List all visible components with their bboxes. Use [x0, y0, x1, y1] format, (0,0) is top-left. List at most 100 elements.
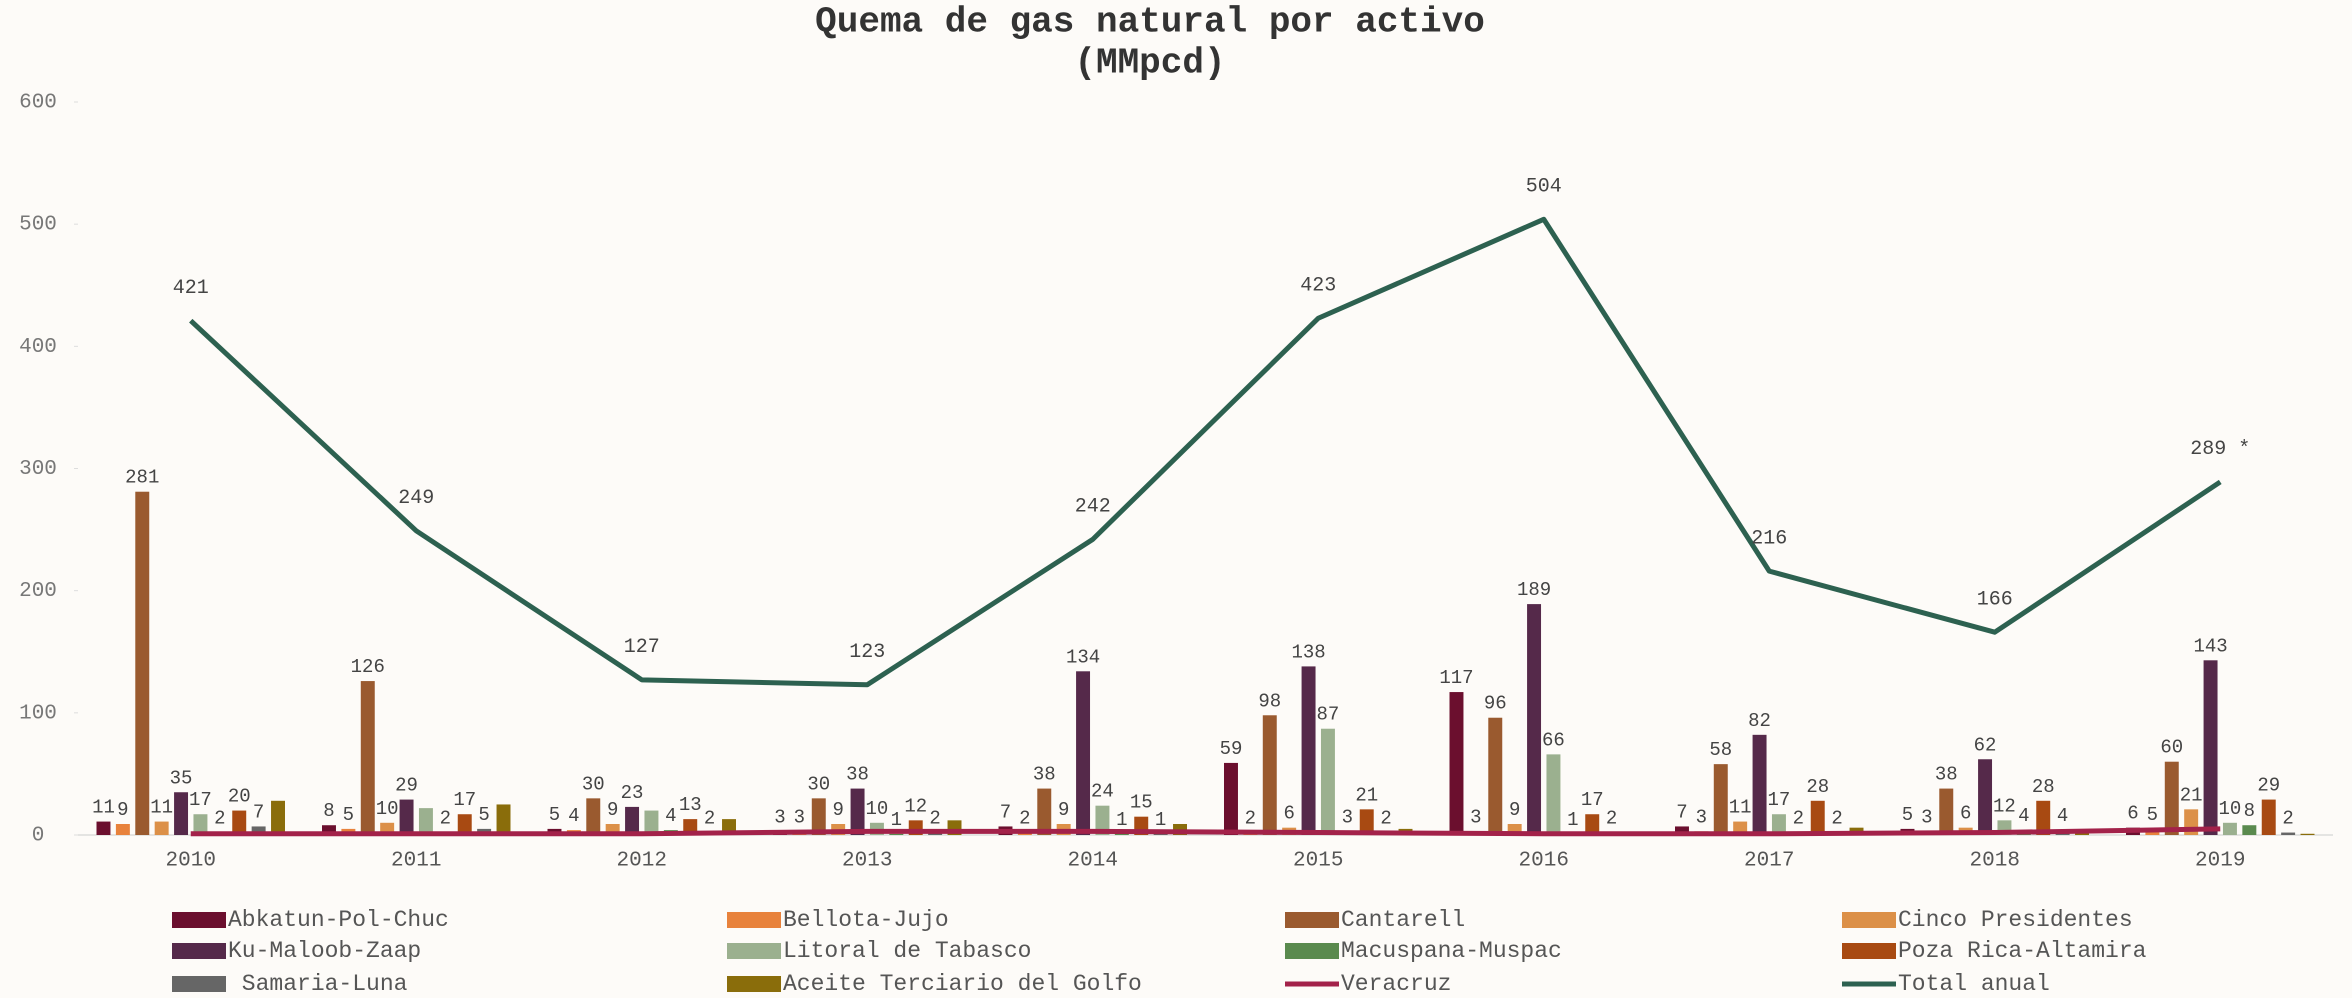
data-label: 24: [1091, 781, 1114, 803]
legend-label: Bellota-Jujo: [783, 907, 949, 933]
data-label: 10: [376, 798, 399, 820]
data-label: 66: [1542, 729, 1565, 751]
bar: [1321, 729, 1335, 835]
data-label: 12: [904, 795, 927, 817]
bar: [1076, 671, 1090, 835]
legend-label: Cantarell: [1341, 907, 1465, 933]
data-label: 4: [2057, 805, 2068, 827]
data-label: 38: [1935, 764, 1958, 786]
legend-swatch: [172, 943, 226, 959]
y-tick-label: 400: [19, 336, 57, 359]
data-label: 23: [621, 782, 644, 804]
bar: [2301, 834, 2315, 835]
legend-label: Cinco Presidentes: [1898, 907, 2133, 933]
y-tick-label: 100: [19, 702, 57, 725]
bar: [1263, 715, 1277, 835]
data-label: 96: [1484, 693, 1507, 715]
data-label: 3: [794, 806, 805, 828]
data-label: 35: [170, 767, 193, 789]
data-label: 281: [125, 467, 159, 489]
data-label: 7: [1676, 801, 1687, 823]
bar: [1302, 666, 1316, 835]
data-label: 189: [1517, 579, 1551, 601]
data-label: 7: [253, 801, 264, 823]
data-label: 143: [2193, 635, 2227, 657]
data-label: 4: [2018, 805, 2029, 827]
data-label: 3: [774, 806, 785, 828]
legend-label: Macuspana-Muspac: [1341, 938, 1562, 964]
y-tick-label: 200: [19, 580, 57, 603]
y-tick-label: 500: [19, 214, 57, 237]
bar: [135, 492, 149, 835]
data-label: 5: [1902, 804, 1913, 826]
legend-swatch: [727, 943, 781, 959]
data-label: 4: [665, 805, 676, 827]
bar: [851, 789, 865, 835]
bar: [586, 798, 600, 835]
legend-label: Abkatun-Pol-Chuc: [228, 907, 449, 933]
bar: [1978, 759, 1992, 835]
data-label: 138: [1291, 641, 1325, 663]
data-label: 3: [1921, 806, 1932, 828]
data-label: 6: [1960, 803, 1971, 825]
legend-swatch: [727, 912, 781, 928]
data-label: 134: [1066, 646, 1100, 668]
data-label: 30: [807, 773, 830, 795]
data-label: 4: [568, 805, 579, 827]
data-label: 423: [1300, 275, 1336, 298]
bar: [2242, 825, 2256, 835]
x-tick-label: 2010: [166, 850, 216, 873]
data-label: 3: [1342, 806, 1353, 828]
data-label: 8: [323, 800, 334, 822]
data-label: 9: [607, 799, 618, 821]
data-label: 3: [1470, 806, 1481, 828]
data-label: 1: [1116, 809, 1127, 831]
data-label: 12: [1993, 795, 2016, 817]
bar: [1224, 763, 1238, 835]
legend-swatch: [172, 976, 226, 992]
y-tick-label: 300: [19, 458, 57, 481]
bar: [1037, 789, 1051, 835]
bar: [1811, 801, 1825, 835]
data-label: 17: [1768, 789, 1791, 811]
data-label: 421: [173, 277, 209, 300]
bar: [2165, 762, 2179, 835]
data-label: 2: [704, 808, 715, 830]
x-tick-label: 2018: [1970, 850, 2020, 873]
x-tick-label: 2019: [2195, 850, 2245, 873]
data-label: 117: [1439, 667, 1473, 689]
data-label: 9: [832, 799, 843, 821]
data-label: 216: [1751, 527, 1787, 550]
data-label: 5: [2147, 804, 2158, 826]
data-label: 82: [1748, 710, 1771, 732]
data-label: 166: [1977, 588, 2013, 611]
x-tick-label: 2016: [1519, 850, 1569, 873]
data-label: 504: [1526, 176, 1562, 199]
data-label: 29: [395, 775, 418, 797]
legend-swatch: [1842, 943, 1896, 959]
data-label: 242: [1075, 496, 1111, 519]
bar: [97, 822, 111, 835]
data-label: 98: [1258, 690, 1281, 712]
data-label: 2: [2282, 808, 2293, 830]
x-tick-label: 2013: [842, 850, 892, 873]
data-label: 87: [1317, 704, 1340, 726]
data-label: 20: [228, 786, 251, 808]
data-label: 127: [624, 636, 660, 659]
bar: [1714, 764, 1728, 835]
data-label: 38: [1033, 764, 1056, 786]
data-label: 2: [1606, 808, 1617, 830]
data-label: 9: [117, 799, 128, 821]
chart-title: Quema de gas natural por activo: [815, 2, 1485, 43]
bar: [271, 801, 285, 835]
data-label: 29: [2257, 775, 2280, 797]
legend-label: Poza Rica-Altamira: [1898, 938, 2147, 964]
data-label: 5: [343, 804, 354, 826]
data-label: 21: [2180, 784, 2203, 806]
data-label: 1: [1155, 809, 1166, 831]
data-label: 123: [849, 641, 885, 664]
data-label: 17: [453, 789, 476, 811]
data-label: 38: [846, 764, 869, 786]
legend-label: Litoral de Tabasco: [783, 938, 1031, 964]
data-label: 21: [1355, 784, 1378, 806]
